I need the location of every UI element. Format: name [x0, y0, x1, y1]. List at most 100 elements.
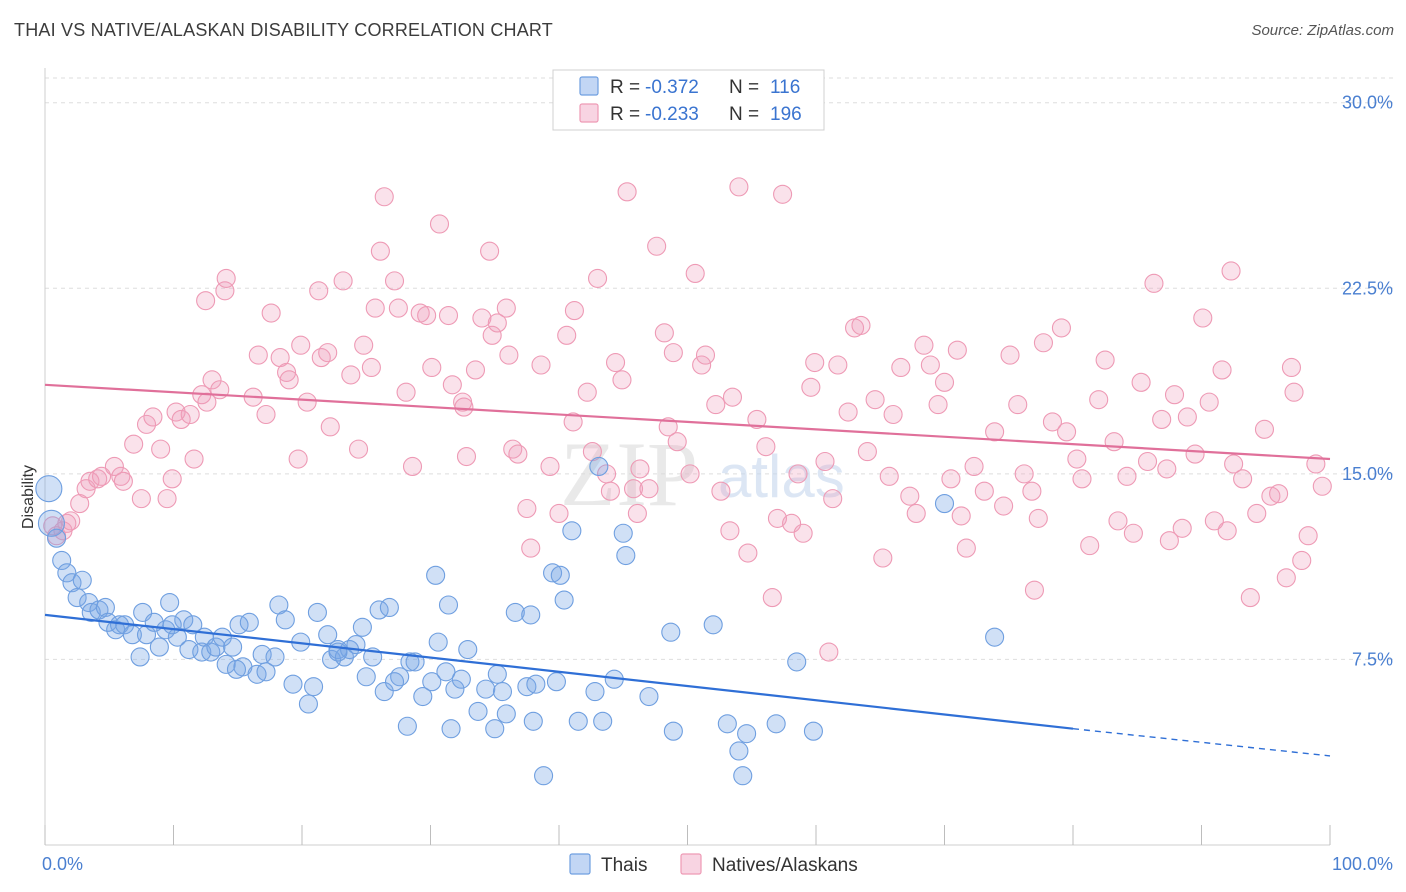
natives-point — [851, 315, 871, 335]
bottom-legend-swatch-natives — [680, 853, 702, 875]
natives-point — [1000, 345, 1020, 365]
natives-point — [365, 298, 385, 318]
natives-point — [480, 241, 500, 261]
natives-point — [1298, 526, 1318, 546]
natives-point — [261, 303, 281, 323]
natives-point — [113, 471, 133, 491]
natives-point — [540, 456, 560, 476]
thais-point — [283, 674, 303, 694]
natives-point — [828, 355, 848, 375]
thais-point — [352, 617, 372, 637]
thais-point — [661, 622, 681, 642]
natives-point — [934, 372, 955, 392]
natives-point — [171, 409, 191, 429]
y-tick-label-1: 15.0% — [1342, 464, 1393, 484]
natives-point — [1159, 531, 1179, 551]
natives-point — [627, 503, 647, 524]
thais-point — [397, 716, 417, 736]
correlation-legend: R = -0.372 N = 116 R = -0.233 N = 196 — [552, 69, 825, 131]
natives-point — [80, 471, 100, 491]
thais-point — [413, 686, 433, 707]
natives-point — [496, 298, 516, 318]
natives-point — [865, 390, 885, 410]
natives-point — [1022, 481, 1042, 501]
natives-point — [738, 543, 758, 563]
natives-point — [1033, 333, 1053, 353]
natives-point — [767, 508, 788, 528]
natives-point — [1292, 550, 1312, 571]
legend-n-value-thais: 116 — [770, 77, 800, 98]
legend-n-label-natives: N = — [729, 104, 759, 125]
thais-point — [379, 597, 399, 618]
natives-point — [1224, 454, 1244, 474]
natives-point — [1008, 395, 1028, 415]
natives-point — [184, 449, 204, 469]
thais-point — [441, 719, 461, 739]
thais-point — [174, 610, 194, 630]
natives-point — [563, 412, 583, 432]
natives-point — [374, 187, 394, 207]
natives-point — [1080, 536, 1100, 556]
natives-point — [531, 355, 551, 375]
thais-point — [526, 674, 546, 694]
natives-point — [630, 459, 650, 479]
natives-point — [1051, 318, 1071, 338]
natives-point — [472, 308, 492, 328]
natives-point — [361, 357, 381, 378]
trendlines — [44, 383, 1331, 757]
thais-point — [589, 456, 609, 476]
thais-point — [275, 610, 295, 630]
legend-swatch-thais — [579, 76, 599, 96]
natives-point — [605, 352, 626, 373]
natives-point — [1254, 419, 1275, 439]
thais-point — [546, 672, 566, 692]
natives-point — [388, 298, 408, 318]
y-tick-label-0: 7.5% — [1352, 649, 1393, 669]
thais-point — [554, 590, 574, 610]
natives-point — [442, 375, 462, 395]
natives-point — [354, 335, 374, 355]
legend-r-value-thais: -0.372 — [645, 77, 699, 98]
natives-point — [162, 469, 182, 489]
natives-point — [318, 343, 338, 363]
natives-point — [482, 325, 502, 345]
natives-point — [964, 456, 984, 476]
natives-point — [658, 417, 678, 437]
thais-point — [422, 672, 442, 692]
thais-point — [568, 711, 588, 731]
natives-point — [612, 370, 632, 390]
natives-point — [1042, 412, 1062, 432]
natives-point — [157, 489, 177, 509]
y-tick-labels: 7.5% 15.0% 22.5% 30.0% — [1342, 93, 1393, 670]
thais-point — [639, 686, 659, 707]
natives-point — [1108, 511, 1128, 531]
thais-point — [438, 595, 459, 615]
thais-point — [400, 652, 420, 672]
natives-point — [617, 182, 637, 202]
natives-point — [291, 335, 311, 355]
trendline-thais — [44, 613, 1074, 730]
natives-point — [1193, 308, 1213, 328]
thais-point — [57, 563, 77, 583]
watermark: ZIP — [560, 423, 698, 525]
thais-point — [95, 597, 115, 618]
thais-point — [787, 652, 807, 672]
natives-point — [1284, 382, 1304, 402]
natives-point — [1072, 469, 1092, 489]
legend-n-value-natives: 196 — [770, 104, 802, 125]
natives-point — [695, 345, 716, 365]
natives-point — [711, 481, 731, 501]
axes — [44, 68, 1331, 846]
thais-point — [492, 682, 513, 702]
natives-point — [947, 340, 967, 360]
natives-point — [180, 404, 200, 425]
natives-point — [647, 236, 667, 256]
natives-point — [600, 481, 620, 501]
natives-point — [1212, 360, 1232, 380]
natives-point — [1089, 390, 1109, 410]
natives-point — [756, 437, 776, 457]
natives-point — [920, 355, 940, 375]
x-tick-label-1: 100.0% — [1332, 854, 1393, 874]
natives-point — [1144, 273, 1164, 293]
